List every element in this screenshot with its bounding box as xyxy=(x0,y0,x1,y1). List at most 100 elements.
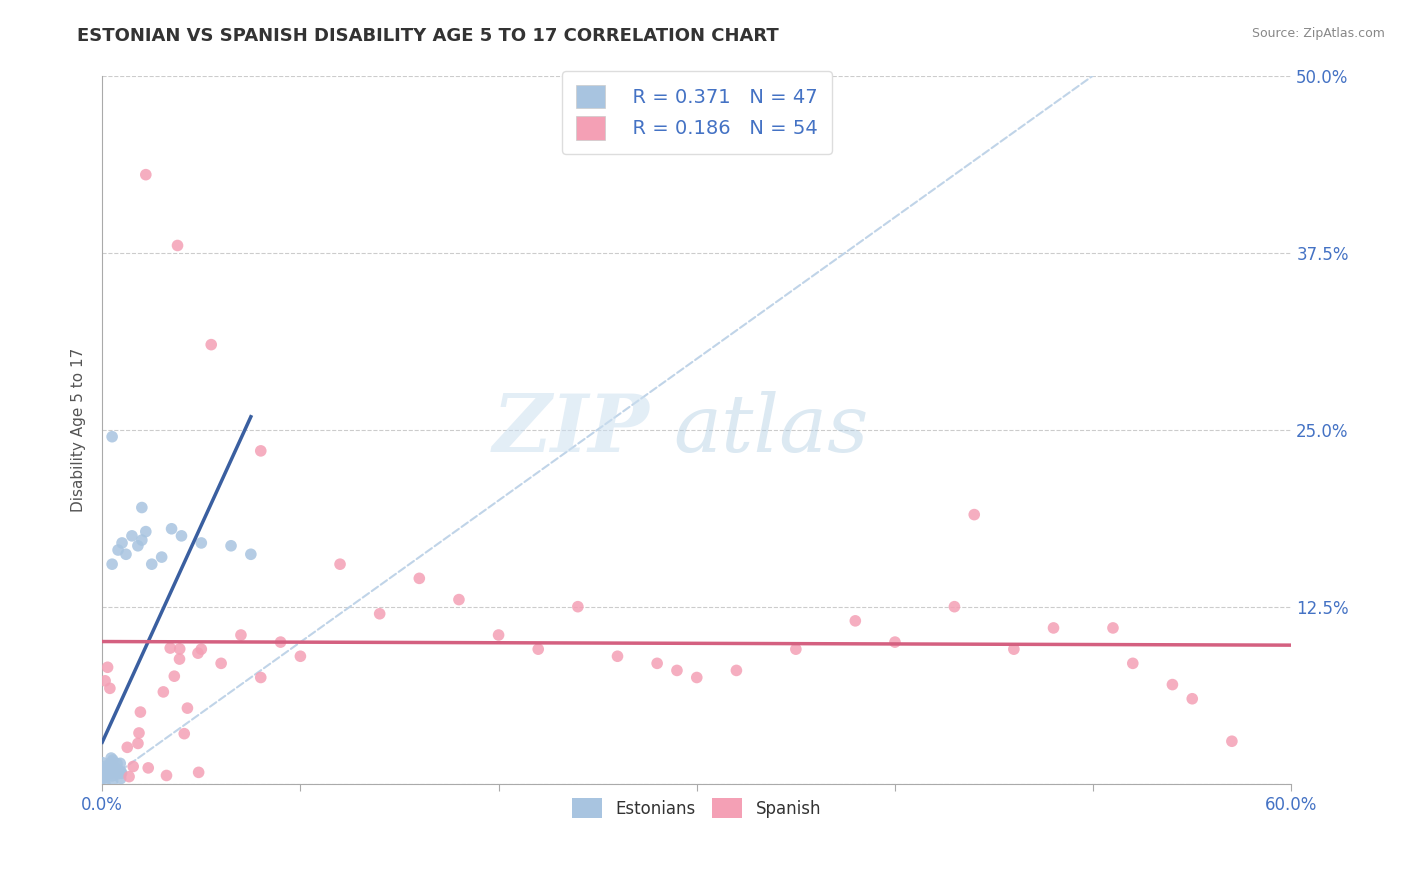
Point xyxy=(173,727,195,741)
Point xyxy=(101,755,124,769)
Point xyxy=(665,664,688,678)
Point xyxy=(105,756,128,771)
Point xyxy=(110,764,132,779)
Point xyxy=(606,649,628,664)
Point xyxy=(150,550,173,565)
Point xyxy=(963,508,986,522)
Point xyxy=(115,547,138,561)
Point xyxy=(166,238,188,252)
Point xyxy=(101,762,124,776)
Point xyxy=(103,764,125,779)
Point xyxy=(97,764,120,778)
Point xyxy=(187,646,209,660)
Point xyxy=(229,628,252,642)
Point xyxy=(725,664,748,678)
Point xyxy=(131,533,153,548)
Point xyxy=(686,671,709,685)
Point xyxy=(152,685,174,699)
Point xyxy=(94,777,117,791)
Point xyxy=(368,607,391,621)
Point xyxy=(121,529,143,543)
Point xyxy=(110,756,132,771)
Point xyxy=(96,765,118,780)
Point xyxy=(101,753,124,767)
Text: atlas: atlas xyxy=(673,391,869,468)
Point xyxy=(107,766,129,780)
Point xyxy=(107,763,129,777)
Legend: Estonians, Spanish: Estonians, Spanish xyxy=(565,791,828,825)
Point xyxy=(107,543,129,558)
Point xyxy=(131,500,153,515)
Point xyxy=(1161,677,1184,691)
Point xyxy=(408,571,430,585)
Point xyxy=(96,760,118,774)
Point xyxy=(110,764,132,779)
Point xyxy=(127,539,149,553)
Point xyxy=(101,430,124,444)
Point xyxy=(249,443,271,458)
Point xyxy=(884,635,907,649)
Point xyxy=(93,771,115,785)
Point xyxy=(567,599,589,614)
Point xyxy=(169,642,191,657)
Point xyxy=(844,614,866,628)
Point xyxy=(135,524,157,539)
Point xyxy=(100,766,122,780)
Point xyxy=(159,641,181,656)
Point xyxy=(101,774,124,789)
Point xyxy=(290,649,312,664)
Point xyxy=(785,642,807,657)
Point xyxy=(136,761,159,775)
Point xyxy=(645,657,668,671)
Point xyxy=(1002,642,1025,657)
Point xyxy=(110,772,132,786)
Point xyxy=(155,768,177,782)
Point xyxy=(117,740,139,755)
Point xyxy=(101,557,124,571)
Point xyxy=(527,642,550,657)
Point xyxy=(176,701,198,715)
Point xyxy=(105,763,128,777)
Point xyxy=(93,768,115,782)
Point xyxy=(110,766,132,780)
Point xyxy=(190,642,212,657)
Point xyxy=(91,756,114,770)
Point xyxy=(98,758,121,772)
Point xyxy=(93,766,115,780)
Point xyxy=(249,671,271,685)
Point xyxy=(141,557,163,571)
Point xyxy=(169,652,191,666)
Text: Source: ZipAtlas.com: Source: ZipAtlas.com xyxy=(1251,27,1385,40)
Point xyxy=(1102,621,1125,635)
Point xyxy=(239,547,262,561)
Point xyxy=(118,770,141,784)
Point xyxy=(104,764,127,778)
Point xyxy=(1181,691,1204,706)
Point xyxy=(209,657,232,671)
Point xyxy=(219,539,242,553)
Point xyxy=(128,726,150,740)
Point xyxy=(170,529,193,543)
Text: ESTONIAN VS SPANISH DISABILITY AGE 5 TO 17 CORRELATION CHART: ESTONIAN VS SPANISH DISABILITY AGE 5 TO … xyxy=(77,27,779,45)
Point xyxy=(96,758,118,772)
Point xyxy=(447,592,470,607)
Point xyxy=(190,536,212,550)
Point xyxy=(104,762,127,776)
Point xyxy=(94,673,117,688)
Point xyxy=(1042,621,1064,635)
Point xyxy=(200,337,222,351)
Text: ZIP: ZIP xyxy=(492,391,650,468)
Point xyxy=(1220,734,1243,748)
Point xyxy=(129,705,152,719)
Point xyxy=(97,660,120,674)
Y-axis label: Disability Age 5 to 17: Disability Age 5 to 17 xyxy=(72,348,86,512)
Point xyxy=(270,635,292,649)
Point xyxy=(122,759,145,773)
Point xyxy=(98,681,121,696)
Point xyxy=(187,765,209,780)
Point xyxy=(329,557,352,571)
Point xyxy=(100,757,122,772)
Point xyxy=(163,669,186,683)
Point xyxy=(488,628,510,642)
Point xyxy=(160,522,183,536)
